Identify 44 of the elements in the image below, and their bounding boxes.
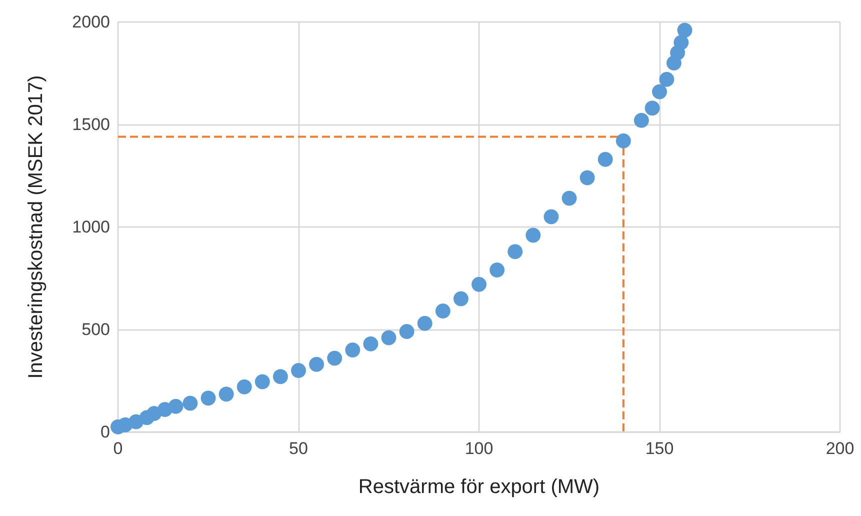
point [272, 369, 288, 384]
point [490, 262, 505, 278]
point [291, 363, 306, 378]
point [634, 112, 649, 128]
point [598, 152, 613, 167]
x-axis-title: Restvärme för export (MW) [358, 476, 600, 498]
y-tick-label: 0 [100, 422, 110, 442]
point [508, 244, 523, 260]
point [677, 22, 692, 38]
point [254, 374, 270, 390]
point [182, 396, 198, 411]
point [674, 35, 689, 50]
point [616, 133, 631, 148]
point [200, 390, 216, 406]
point [659, 72, 674, 87]
point [309, 356, 324, 372]
point [363, 336, 378, 352]
point [345, 342, 360, 358]
point [435, 304, 450, 319]
y-tick-label: 1500 [72, 115, 110, 134]
point [526, 228, 541, 243]
point [644, 100, 660, 116]
y-tick-label: 2000 [72, 12, 110, 32]
point [544, 209, 559, 224]
x-tick-label: 50 [289, 439, 308, 458]
point [236, 379, 252, 394]
y-tick-label: 500 [82, 320, 110, 339]
x-tick-label: 150 [645, 439, 674, 458]
y-tick-label: 1000 [72, 218, 110, 236]
point [652, 84, 667, 100]
point [218, 386, 234, 402]
point [399, 324, 414, 340]
point [562, 190, 577, 206]
point [472, 276, 486, 292]
point [381, 330, 396, 346]
y-axis-title: Investeringskostnad (MSEK 2017) [25, 75, 47, 379]
x-tick-label: 100 [464, 439, 494, 458]
x-tick-label: 200 [826, 439, 854, 458]
point [327, 350, 342, 366]
point [168, 398, 184, 414]
x-tick-label: 0 [113, 439, 123, 458]
point [453, 291, 468, 306]
point [417, 316, 432, 331]
point [580, 170, 595, 186]
